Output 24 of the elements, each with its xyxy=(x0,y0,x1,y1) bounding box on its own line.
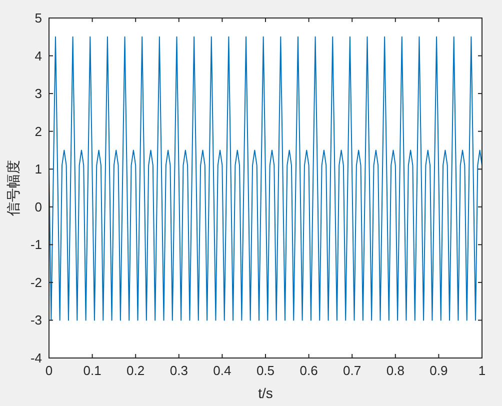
y-tick-label: 0 xyxy=(34,199,42,214)
line-series xyxy=(48,36,482,321)
y-tick-label: 4 xyxy=(34,48,42,64)
y-axis-title: 信号幅度 xyxy=(5,160,21,216)
y-tick-label: 5 xyxy=(34,10,42,26)
y-tick-label: 2 xyxy=(34,124,42,139)
y-tick-label: 3 xyxy=(34,86,42,102)
x-tick-label: 0.7 xyxy=(343,363,362,378)
y-tick-label: -2 xyxy=(30,274,42,290)
y-tick-label: 1 xyxy=(34,162,42,177)
x-tick-label: 0.6 xyxy=(300,363,318,378)
x-tick-label: 0.4 xyxy=(213,363,232,378)
x-tick-label: 0.2 xyxy=(126,363,145,378)
x-tick-label: 0.8 xyxy=(386,363,404,378)
x-axis-title: t/s xyxy=(258,385,273,401)
x-tick-label: 1 xyxy=(478,363,486,378)
x-tick-label: 0.1 xyxy=(83,363,102,378)
y-tick-label: -1 xyxy=(30,237,42,252)
x-tick-label: 0 xyxy=(45,363,53,378)
y-tick-label: -3 xyxy=(30,312,42,328)
y-tick-label: -4 xyxy=(30,350,42,366)
x-tick-label: 0.3 xyxy=(170,363,188,378)
x-tick-label: 0.5 xyxy=(256,363,275,378)
x-tick-label: 0.9 xyxy=(430,363,448,378)
